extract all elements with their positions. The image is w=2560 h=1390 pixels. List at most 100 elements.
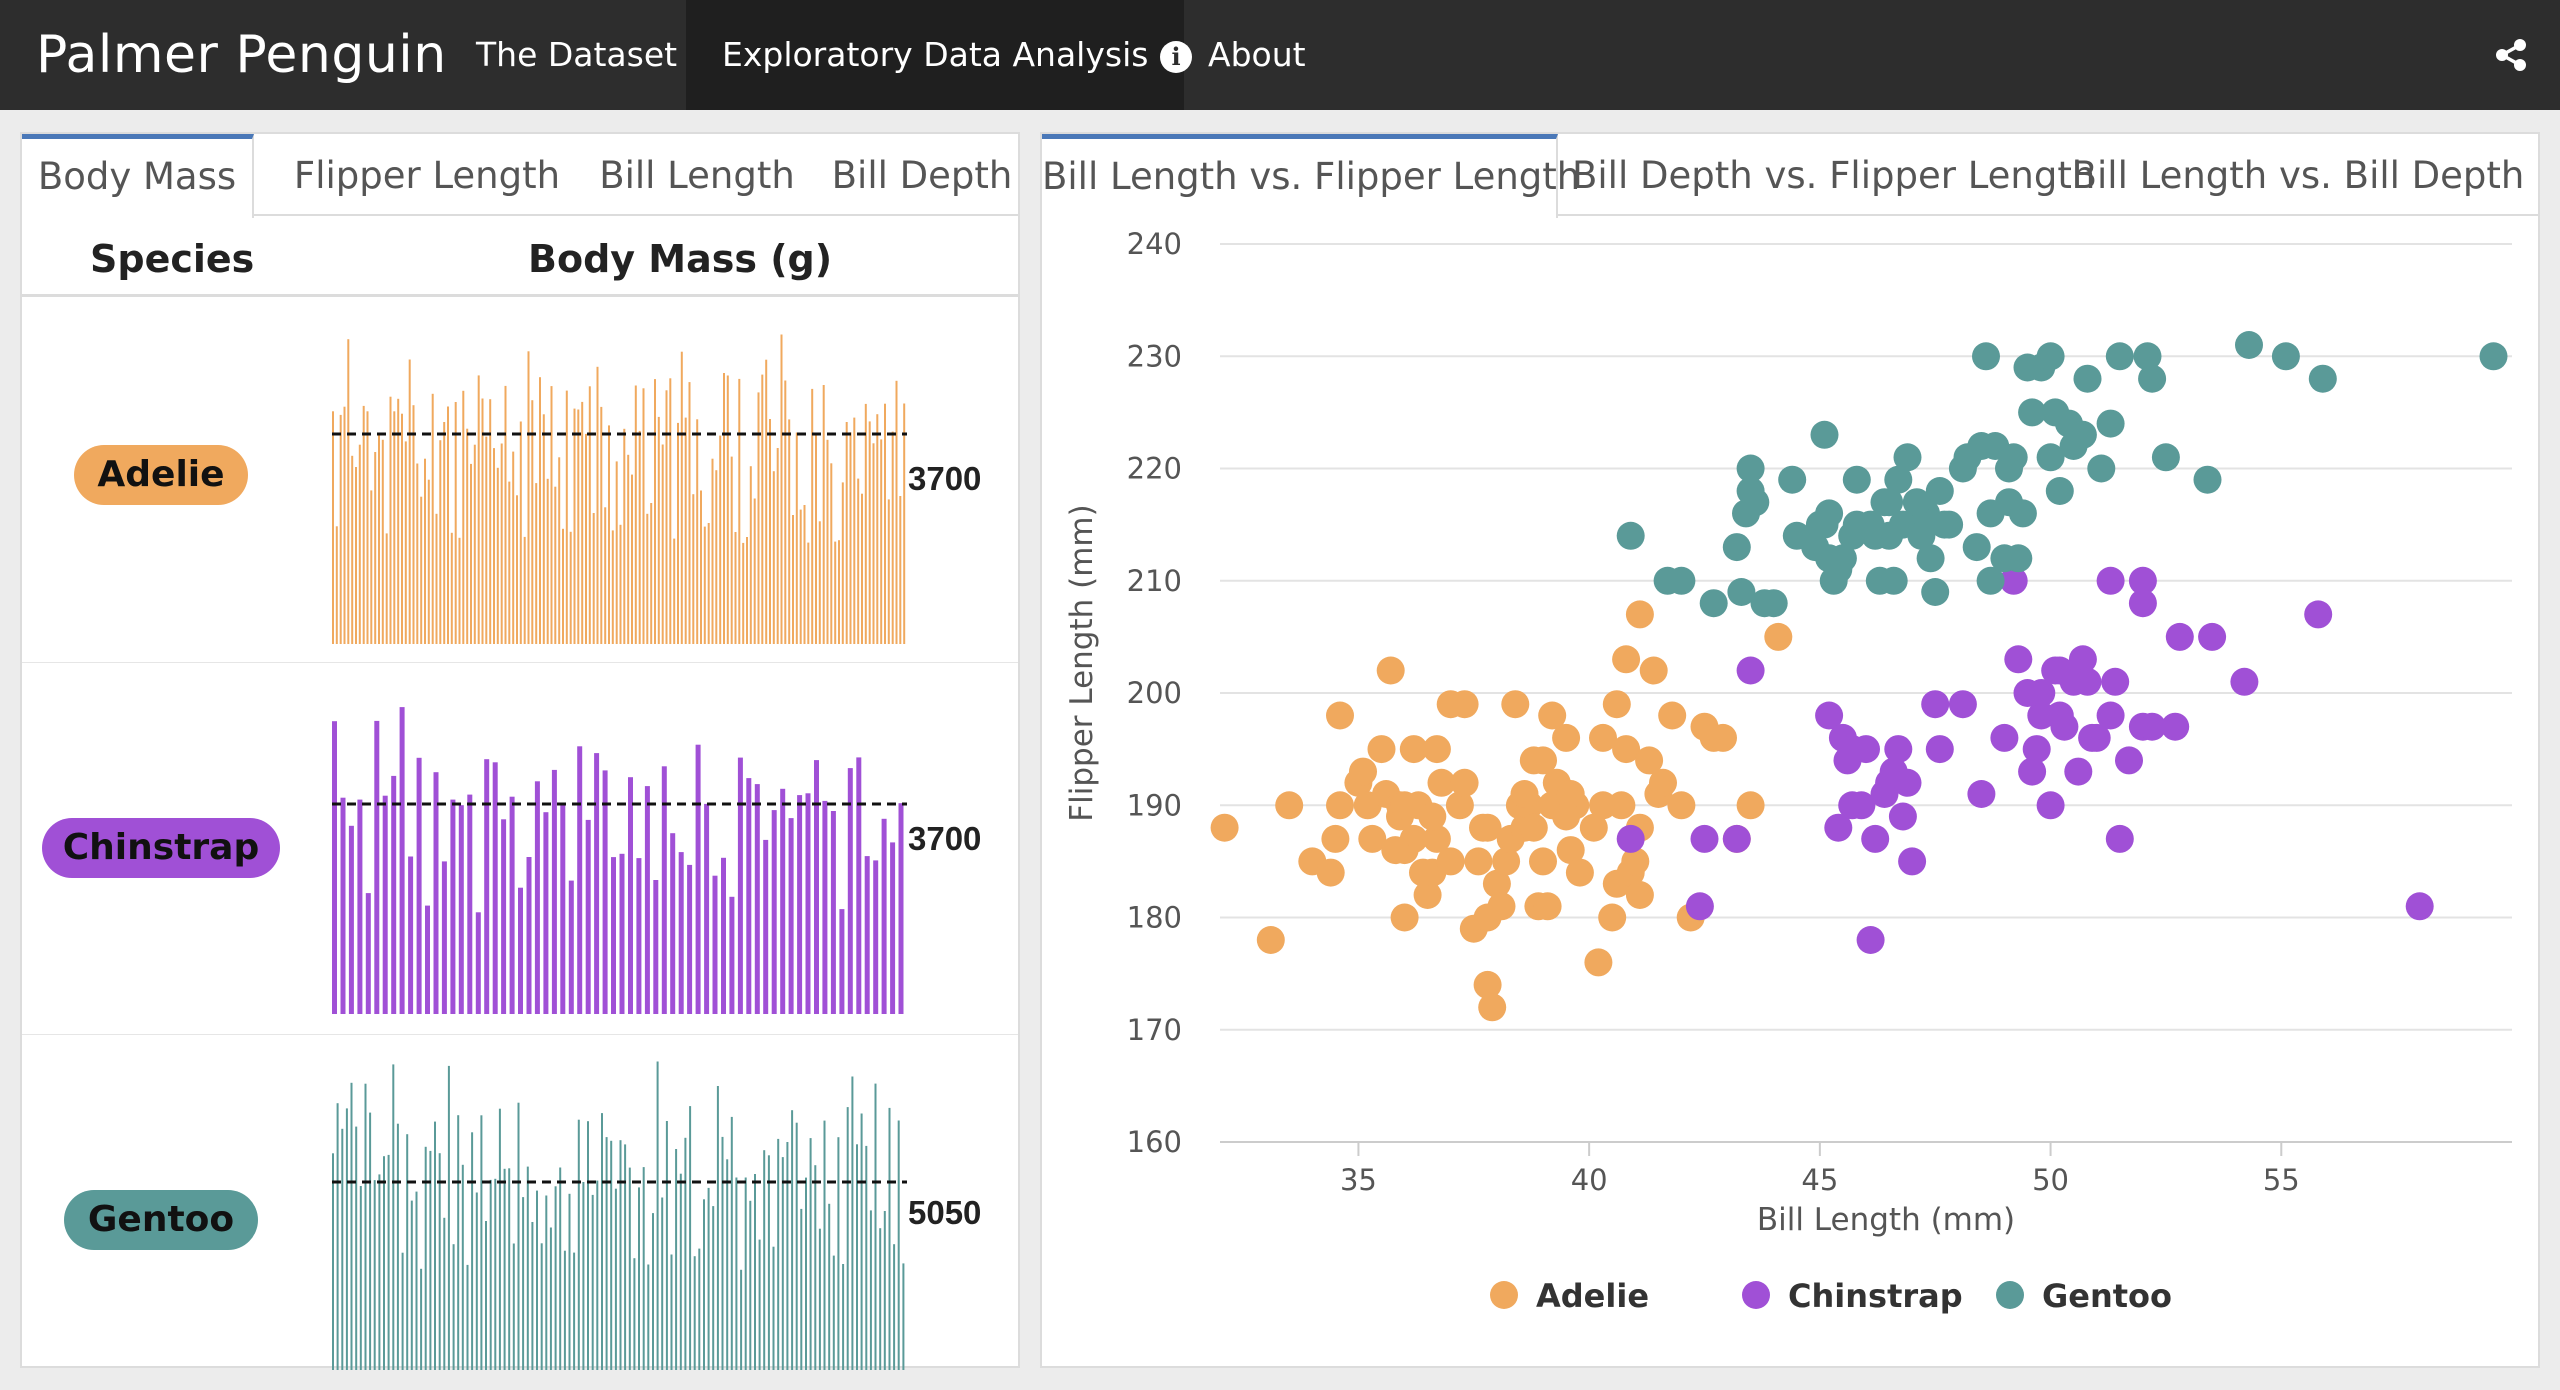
scatter-point[interactable] [1275, 791, 1304, 820]
scatter-point[interactable] [1584, 948, 1613, 977]
scatter-point[interactable] [1658, 701, 1687, 730]
scatter-point[interactable] [1519, 813, 1548, 842]
scatter-point[interactable] [1667, 791, 1696, 820]
scatter-point[interactable] [1501, 690, 1530, 719]
scatter-point[interactable] [2198, 622, 2227, 651]
scatter-point[interactable] [2045, 477, 2074, 505]
scatter-point[interactable] [1552, 802, 1581, 831]
scatter-point[interactable] [1436, 690, 1465, 719]
scatter-point[interactable] [2022, 735, 2051, 764]
scatter-point[interactable] [2128, 589, 2157, 618]
scatter-chart[interactable]: 160 170 180 190 200 210 220 230 240 35 40 45 50 55 Bil… [1042, 134, 2542, 1370]
scatter-point[interactable] [2308, 364, 2337, 393]
scatter-point[interactable] [2105, 342, 2134, 371]
scatter-point[interactable] [1741, 488, 1770, 517]
nav-the-dataset[interactable]: The Dataset [476, 35, 678, 74]
scatter-point[interactable] [1321, 824, 1350, 853]
scatter-point[interactable] [1815, 701, 1844, 730]
scatter-point[interactable] [1533, 892, 1562, 921]
scatter-point[interactable] [1602, 690, 1631, 719]
scatter-point[interactable] [2271, 342, 2300, 371]
legend-item-adelie[interactable]: Adelie [1490, 1277, 1649, 1315]
scatter-point[interactable] [1607, 791, 1636, 820]
scatter-point[interactable] [1879, 566, 1908, 595]
scatter-point[interactable] [2138, 364, 2167, 393]
scatter-point[interactable] [1478, 993, 1507, 1022]
scatter-point[interactable] [2004, 645, 2033, 674]
scatter-point[interactable] [2133, 342, 2162, 371]
scatter-point[interactable] [1888, 802, 1917, 831]
scatter-point[interactable] [1778, 465, 1807, 494]
scatter-point[interactable] [1667, 566, 1696, 595]
tab-bill-length-vs-flipper-length[interactable]: Bill Length vs. Flipper Length [1042, 134, 1580, 218]
scatter-point[interactable] [1326, 791, 1354, 820]
scatter-point[interactable] [1884, 735, 1913, 764]
scatter-point[interactable] [1621, 847, 1650, 876]
scatter-point[interactable] [1473, 970, 1502, 999]
scatter-point[interactable] [1690, 824, 1719, 853]
scatter-point[interactable] [1598, 903, 1627, 932]
scatter-point[interactable] [1810, 420, 1839, 449]
scatter-point[interactable] [1492, 847, 1521, 876]
scatter-point[interactable] [1948, 690, 1977, 719]
scatter-point[interactable] [1921, 578, 1950, 606]
scatter-point[interactable] [2101, 667, 2130, 696]
scatter-point[interactable] [1556, 836, 1585, 865]
scatter-point[interactable] [1552, 723, 1581, 752]
scatter-point[interactable] [2036, 443, 2065, 472]
scatter-point[interactable] [2151, 443, 2180, 472]
nav-about[interactable]: i About [1124, 0, 1342, 110]
scatter-point[interactable] [1625, 600, 1654, 629]
scatter-point[interactable] [1487, 892, 1516, 921]
scatter-point[interactable] [1962, 533, 1991, 562]
scatter-point[interactable] [1538, 701, 1567, 730]
scatter-point[interactable] [1828, 544, 1857, 573]
scatter-point[interactable] [1842, 465, 1871, 494]
scatter-point[interactable] [1256, 926, 1285, 954]
scatter-point[interactable] [1445, 791, 1474, 820]
scatter-point[interactable] [1907, 521, 1936, 550]
scatter-point[interactable] [1976, 499, 2005, 528]
scatter-point[interactable] [1579, 813, 1608, 842]
scatter-point[interactable] [1893, 768, 1922, 797]
scatter-point[interactable] [1556, 780, 1585, 808]
scatter-point[interactable] [1815, 499, 1844, 528]
scatter-point[interactable] [1976, 566, 2005, 595]
tab-body-mass[interactable]: Body Mass [22, 134, 254, 218]
scatter-point[interactable] [1722, 533, 1751, 562]
scatter-point[interactable] [1349, 757, 1377, 786]
scatter-point[interactable] [2138, 712, 2167, 741]
scatter-point[interactable] [1759, 589, 1788, 618]
app-title[interactable]: Palmer Penguin [36, 25, 447, 85]
scatter-point[interactable] [2073, 667, 2102, 696]
tab-bill-depth-vs-flipper-length[interactable]: Bill Depth vs. Flipper Length [1572, 154, 2096, 197]
scatter-point[interactable] [1649, 768, 1677, 797]
scatter-point[interactable] [1902, 488, 1931, 517]
scatter-point[interactable] [1838, 791, 1867, 820]
scatter-point[interactable] [2068, 420, 2097, 449]
scatter-point[interactable] [1436, 847, 1465, 876]
scatter-point[interactable] [1464, 847, 1493, 876]
scatter-point[interactable] [1727, 578, 1756, 606]
scatter-point[interactable] [1824, 813, 1853, 842]
tab-bill-length[interactable]: Bill Length [599, 154, 795, 197]
scatter-point[interactable] [2045, 656, 2074, 685]
scatter-point[interactable] [1616, 521, 1645, 550]
scatter-point[interactable] [1722, 824, 1751, 853]
scatter-point[interactable] [2115, 746, 2143, 775]
scatter-point[interactable] [1381, 836, 1410, 865]
scatter-point[interactable] [1612, 645, 1641, 674]
scatter-point[interactable] [2405, 892, 2434, 921]
scatter-point[interactable] [1930, 510, 1959, 539]
scatter-point[interactable] [1921, 690, 1950, 719]
scatter-point[interactable] [1852, 735, 1880, 764]
scatter-point[interactable] [2128, 566, 2157, 595]
scatter-point[interactable] [1736, 791, 1765, 820]
scatter-point[interactable] [1999, 566, 2028, 595]
scatter-point[interactable] [1972, 342, 2000, 371]
scatter-point[interactable] [1376, 656, 1405, 685]
scatter-point[interactable] [1326, 701, 1354, 730]
scatter-point[interactable] [1736, 656, 1765, 685]
scatter-point[interactable] [2096, 701, 2125, 730]
scatter-point[interactable] [1616, 824, 1645, 853]
